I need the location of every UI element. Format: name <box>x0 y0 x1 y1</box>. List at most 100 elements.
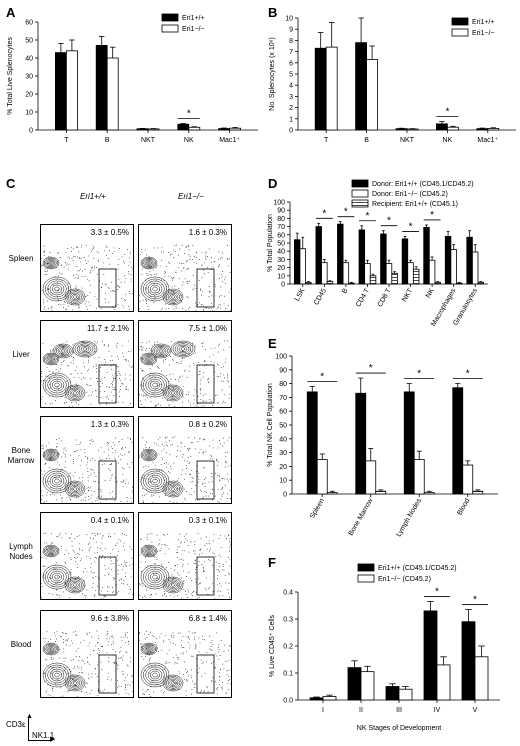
bar <box>385 686 400 701</box>
bar <box>66 50 78 131</box>
y-tick-label: 8 <box>289 38 293 45</box>
legend-swatch <box>357 563 375 572</box>
x-tick-label: II <box>359 707 363 714</box>
flow-plot-ko: 7.5 ± 1.0% <box>138 320 232 408</box>
x-axis-label: NK Stages of Development <box>357 725 441 732</box>
legend-swatch <box>351 179 369 188</box>
legend-label: Eri1−/− (CD45.2) <box>378 576 431 583</box>
flow-gate-percentage: 9.6 ± 3.8% <box>90 614 129 623</box>
bar <box>380 233 387 285</box>
x-tick-label: CD8 T <box>377 287 393 309</box>
bar <box>428 259 436 285</box>
legend-label: Eri1−/− <box>472 30 495 37</box>
bar <box>474 656 489 701</box>
legend-label: Eri1+/+ (CD45.1/CD45.2) <box>378 565 457 572</box>
x-tick-label: B <box>341 287 350 295</box>
legend-swatch <box>161 24 179 33</box>
legend-label: Eri1+/+ <box>182 15 205 22</box>
bar <box>218 128 231 131</box>
bar <box>229 127 242 131</box>
y-tick-label: 0.0 <box>283 698 293 705</box>
bar <box>407 262 414 285</box>
legend-swatch <box>351 189 369 198</box>
x-tick-label: NK <box>443 137 453 144</box>
legend-label: Donor: Eri1−/− (CD45.2) <box>372 191 448 198</box>
y-axis-label: % Total Live Splenocytes <box>7 37 14 115</box>
y-tick-label: 60 <box>25 20 33 27</box>
flow-plot-wt: 9.6 ± 3.8% <box>40 610 134 698</box>
bar <box>299 248 306 285</box>
panel-f-letter: F <box>268 555 276 570</box>
bar <box>456 282 463 285</box>
bar <box>55 52 67 131</box>
flow-gate-percentage: 7.5 ± 1.0% <box>188 324 227 333</box>
y-tick-label: 40 <box>277 249 285 256</box>
legend-swatch <box>357 574 375 583</box>
bar <box>395 128 408 131</box>
bar <box>365 460 377 495</box>
bar <box>337 223 344 285</box>
bar <box>413 459 425 495</box>
x-tick-label: B <box>364 137 369 144</box>
flow-row-label: Liver <box>12 350 30 359</box>
bar <box>472 490 484 495</box>
y-tick-label: 10 <box>25 110 33 117</box>
x-tick-label: Spleen <box>309 497 326 519</box>
bar <box>406 128 419 131</box>
significance-star: * <box>369 363 373 374</box>
bar <box>364 263 371 285</box>
y-tick-label: 60 <box>277 232 285 239</box>
y-tick-label: 10 <box>277 273 285 280</box>
flow-plot-wt: 0.4 ± 0.1% <box>40 512 134 600</box>
bar <box>316 459 328 495</box>
flow-plot-ko: 6.8 ± 1.4% <box>138 610 232 698</box>
bar <box>487 128 500 131</box>
bar <box>391 272 398 285</box>
y-axis-label: No. Splenocytes (x 10⁶) <box>269 37 276 111</box>
panel-a-bar-chart: 0 10 20 30 40 50 60 % Total Live Splenocytes T B N… <box>7 13 258 144</box>
bar <box>147 128 160 131</box>
bar <box>309 697 324 701</box>
x-tick-label: Mac1⁺ <box>219 137 240 144</box>
y-tick-label: 9 <box>289 27 293 34</box>
legend-swatch <box>161 13 179 22</box>
panel-e-letter: E <box>268 336 277 351</box>
flow-gate-percentage: 0.8 ± 0.2% <box>188 420 227 429</box>
bar <box>106 57 119 131</box>
legend-label: Recipient: Eri1+/+ (CD45.1) <box>372 201 458 208</box>
x-tick-label: IV <box>434 707 441 714</box>
x-tick-label: Granulocytes <box>452 287 479 327</box>
y-tick-label: 90 <box>277 208 285 215</box>
flow-plot-ko: 0.3 ± 0.1% <box>138 512 232 600</box>
bar <box>360 671 375 701</box>
significance-star: * <box>187 109 191 120</box>
panel-b-bar-chart: 0 1 2 3 4 5 6 7 8 9 10 No. Splenocytes (x 10⁶) T B NKT… <box>269 16 516 144</box>
y-tick-label: 70 <box>277 224 285 231</box>
y-tick-label: 20 <box>277 265 285 272</box>
x-tick-label: V <box>473 707 478 714</box>
y-tick-label: 20 <box>25 92 33 99</box>
y-tick-label: 100 <box>273 200 285 207</box>
flow-row-label: Bone Marrow <box>7 446 35 465</box>
bar <box>95 45 108 131</box>
flow-y-axis-label: CD3ε <box>6 720 26 729</box>
panel-a-letter: A <box>6 5 16 20</box>
y-tick-label: 100 <box>275 354 287 361</box>
bar <box>314 47 327 131</box>
x-tick-label: NKT <box>141 137 156 144</box>
bar <box>321 262 328 285</box>
bar <box>326 492 338 495</box>
bar <box>423 492 435 495</box>
y-axis-label: % Total NK Cell Population <box>267 383 274 467</box>
bar <box>188 126 201 131</box>
x-tick-label: I <box>322 707 324 714</box>
bar <box>325 46 338 131</box>
bar <box>462 464 474 495</box>
x-tick-label: NK <box>184 137 194 144</box>
bar <box>177 123 190 131</box>
bar <box>423 610 438 701</box>
flow-plot-wt: 1.3 ± 0.3% <box>40 416 134 504</box>
flow-y-arrowhead-icon: ▲ <box>26 713 33 720</box>
y-tick-label: 50 <box>279 423 287 430</box>
y-tick-label: 10 <box>279 478 287 485</box>
